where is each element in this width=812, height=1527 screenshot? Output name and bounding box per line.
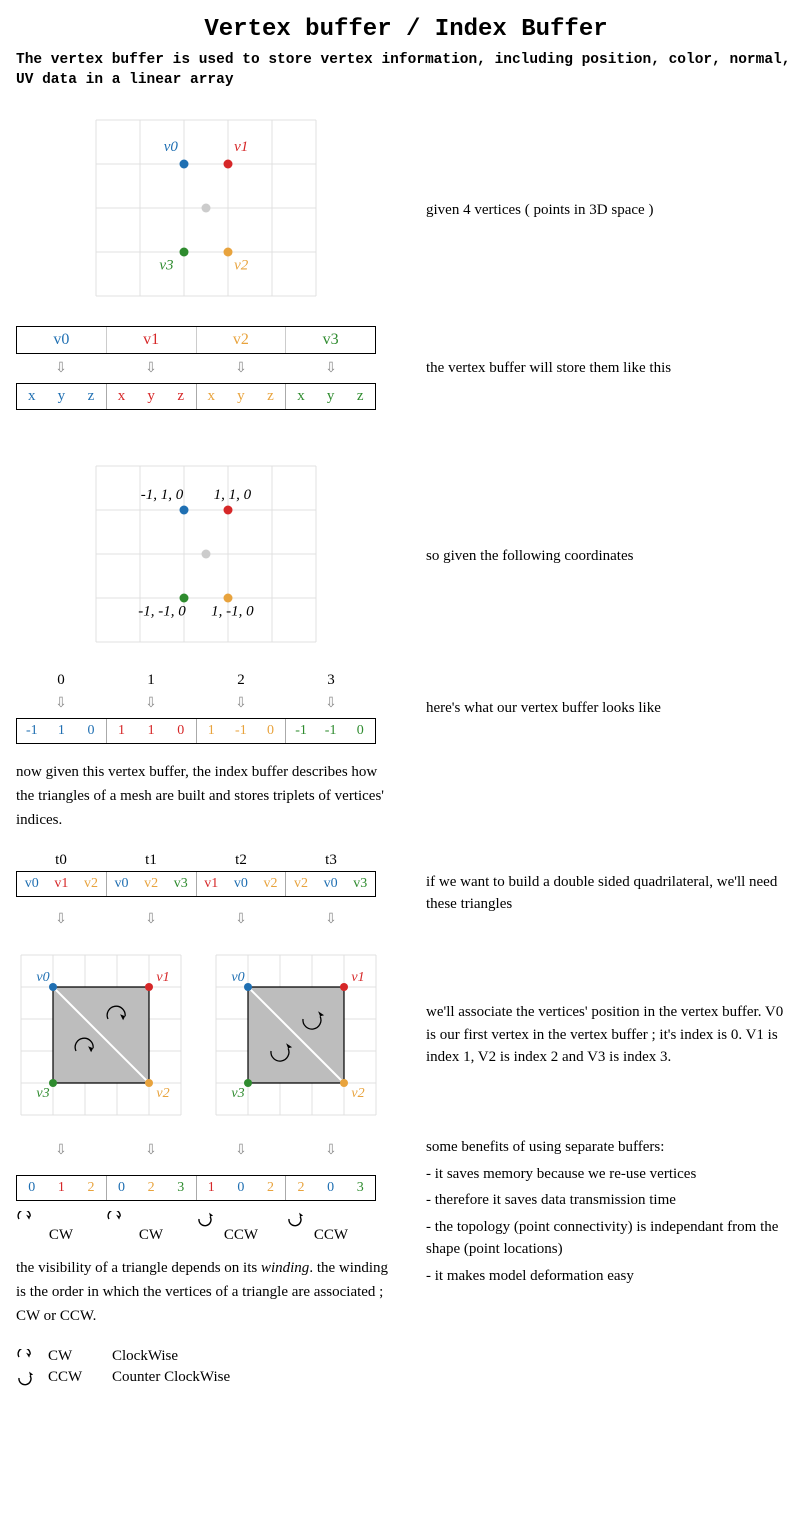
- svg-text:v2: v2: [351, 1086, 364, 1101]
- svg-text:v0: v0: [164, 139, 179, 155]
- svg-text:v0: v0: [36, 970, 49, 985]
- arrows-row: ⇩⇩⇩⇩: [16, 360, 376, 377]
- arrows-row: ⇩⇩⇩⇩: [16, 695, 376, 712]
- down-arrow-icon: ⇩: [196, 360, 286, 377]
- quad-triangles-diagram: v0 v1 v2 v3 v0 v1 v2 v3: [16, 950, 396, 1120]
- xyz-table: xyzxyzxyzxyz: [16, 383, 376, 410]
- page-title: Vertex buffer / Index Buffer: [16, 16, 796, 43]
- index-header: 0123: [16, 672, 376, 689]
- down-arrow-icon: ⇩: [196, 695, 286, 712]
- down-arrow-icon: ⇩: [106, 360, 196, 377]
- svg-text:v0: v0: [231, 970, 244, 985]
- annotation-triangles: if we want to build a double sided quadr…: [426, 871, 796, 916]
- vertex-label: v2: [197, 327, 287, 353]
- vertex-label: v3: [286, 327, 375, 353]
- arrows-row: ⇩⇩⇩⇩: [16, 1142, 376, 1159]
- annotation-association: we'll associate the vertices' position i…: [426, 1001, 796, 1069]
- annotation-benefits: some benefits of using separate buffers:…: [426, 1136, 796, 1291]
- svg-text:1, -1, 0: 1, -1, 0: [211, 604, 254, 620]
- svg-text:-1, -1, 0: -1, -1, 0: [138, 604, 186, 620]
- triangle-table: v0v1v2v0v2v3v1v0v2v2v0v3: [16, 871, 376, 897]
- caption-winding: the visibility of a triangle depends on …: [16, 1256, 396, 1328]
- down-arrow-icon: ⇩: [286, 360, 376, 377]
- down-arrow-icon: ⇩: [16, 911, 106, 928]
- vertex-label-table: v0v1v2v3: [16, 326, 376, 354]
- svg-text:v1: v1: [234, 139, 248, 155]
- vertex-buffer-values: -1101101-10-1-10: [16, 718, 376, 744]
- svg-text:1, 1, 0: 1, 1, 0: [214, 487, 252, 503]
- down-arrow-icon: ⇩: [286, 695, 376, 712]
- svg-text:v3: v3: [159, 258, 173, 274]
- triangle-header: t0t1t2t3: [16, 852, 376, 869]
- down-arrow-icon: ⇩: [106, 1142, 196, 1159]
- annotation-coords: so given the following coordinates: [426, 545, 796, 568]
- down-arrow-icon: ⇩: [286, 1142, 376, 1159]
- svg-text:v1: v1: [156, 970, 169, 985]
- svg-text:v3: v3: [231, 1086, 244, 1101]
- svg-text:v1: v1: [351, 970, 364, 985]
- vertex-grid-diagram: v0 v1 v2 v3: [86, 110, 336, 310]
- vertex-label: v1: [107, 327, 197, 353]
- page-subtitle: The vertex buffer is used to store verte…: [16, 51, 796, 90]
- caption-index-buffer: now given this vertex buffer, the index …: [16, 760, 396, 832]
- svg-text:v2: v2: [156, 1086, 169, 1101]
- vertex-label: v0: [17, 327, 107, 353]
- annotation-vertices: given 4 vertices ( points in 3D space ): [426, 199, 796, 222]
- annotation-buffer-layout: the vertex buffer will store them like t…: [426, 357, 796, 380]
- winding-row: CW CW CCW CCW: [16, 1211, 376, 1244]
- down-arrow-icon: ⇩: [16, 1142, 106, 1159]
- annotation-concrete-buffer: here's what our vertex buffer looks like: [426, 697, 796, 720]
- down-arrow-icon: ⇩: [106, 911, 196, 928]
- index-buffer-values: 012023102203: [16, 1175, 376, 1201]
- svg-text:-1, 1, 0: -1, 1, 0: [141, 487, 184, 503]
- down-arrow-icon: ⇩: [16, 695, 106, 712]
- svg-text:v3: v3: [36, 1086, 49, 1101]
- down-arrow-icon: ⇩: [196, 911, 286, 928]
- coord-grid-diagram: -1, 1, 0 1, 1, 0 1, -1, 0 -1, -1, 0: [86, 456, 336, 656]
- down-arrow-icon: ⇩: [106, 695, 196, 712]
- arrows-row: ⇩⇩⇩⇩: [16, 911, 376, 928]
- down-arrow-icon: ⇩: [286, 911, 376, 928]
- down-arrow-icon: ⇩: [16, 360, 106, 377]
- winding-legend: CWClockWiseCCWCounter ClockWise: [16, 1348, 396, 1386]
- down-arrow-icon: ⇩: [196, 1142, 286, 1159]
- svg-text:v2: v2: [234, 258, 249, 274]
